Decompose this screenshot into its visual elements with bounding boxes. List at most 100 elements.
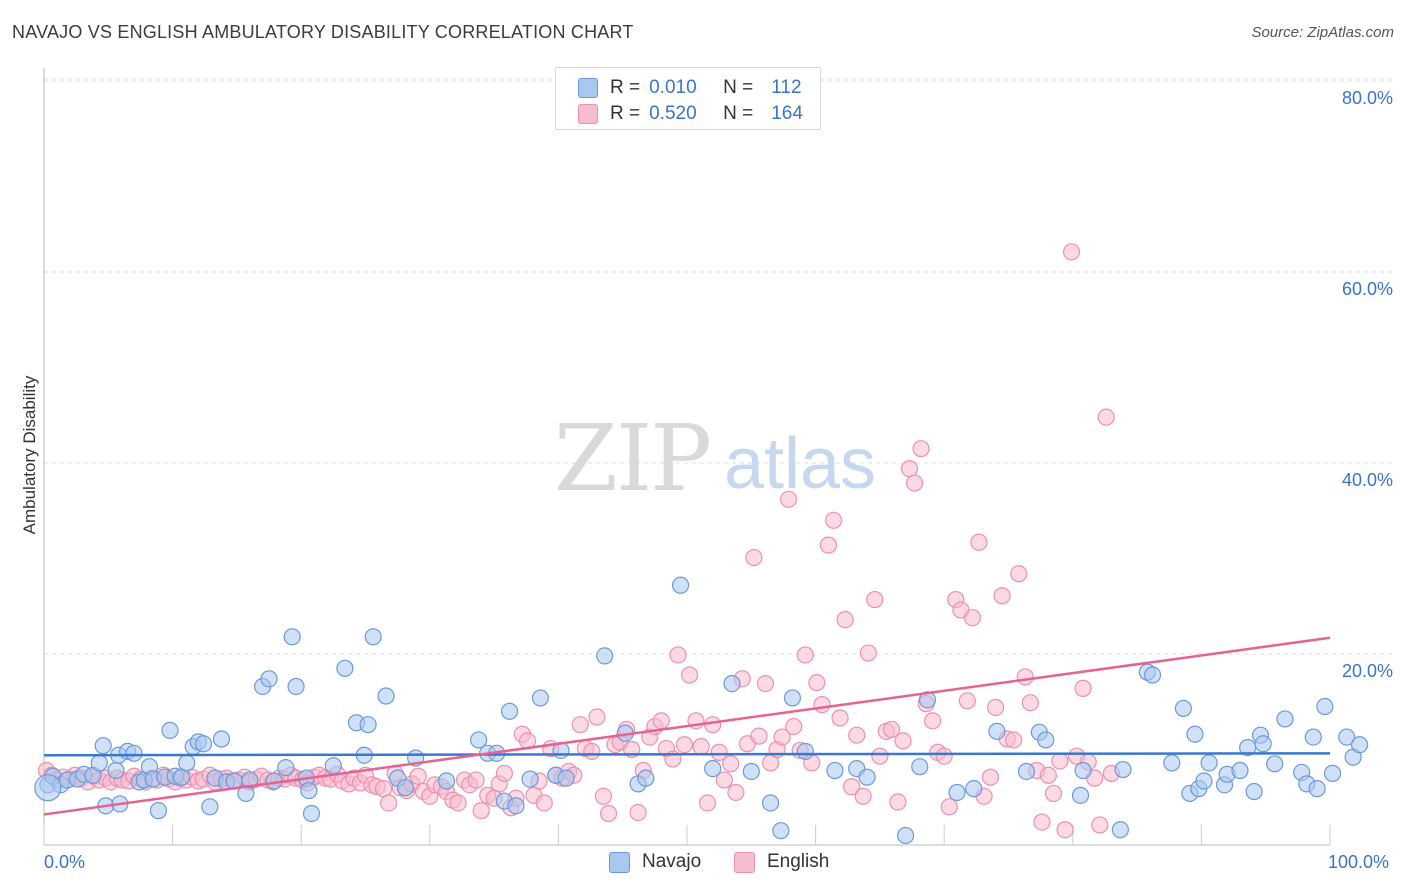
n-label: N = bbox=[723, 77, 754, 98]
navajo-point bbox=[336, 659, 354, 677]
navajo-point bbox=[637, 769, 655, 787]
english-point bbox=[374, 780, 393, 798]
english-point bbox=[831, 709, 849, 727]
navajo-point bbox=[742, 762, 760, 781]
english-point bbox=[380, 794, 398, 812]
y-tick-label: 20.0% bbox=[1342, 661, 1393, 681]
english-point bbox=[819, 536, 838, 554]
navajo-point bbox=[507, 797, 525, 815]
english-point bbox=[756, 675, 775, 693]
navajo-point bbox=[704, 759, 722, 778]
english-point bbox=[704, 716, 722, 734]
english-trend-line bbox=[43, 636, 1331, 816]
navajo-point bbox=[948, 783, 966, 802]
english-point bbox=[825, 511, 843, 529]
x-tick-label-max: 100.0% bbox=[1328, 852, 1390, 872]
english-point bbox=[710, 743, 728, 761]
english-swatch bbox=[734, 851, 755, 873]
source-label: Source: ZipAtlas.com bbox=[1251, 24, 1394, 41]
r-value: 0.520 bbox=[649, 103, 697, 124]
english-point bbox=[495, 764, 513, 782]
english-point bbox=[571, 716, 589, 734]
navajo-point bbox=[1338, 728, 1356, 746]
english-point bbox=[970, 533, 988, 551]
navajo-point bbox=[94, 737, 112, 755]
english-point bbox=[859, 644, 877, 662]
y-tick-label: 40.0% bbox=[1342, 470, 1393, 490]
english-point bbox=[472, 802, 490, 820]
navajo-point bbox=[107, 761, 125, 780]
r-value: 0.010 bbox=[649, 77, 697, 98]
watermark-atlas: atlas bbox=[724, 424, 876, 504]
legend-row-navajo: R = 0.010 N = 112 bbox=[578, 76, 802, 100]
english-point bbox=[889, 793, 907, 811]
english-point bbox=[1062, 243, 1081, 261]
english-point bbox=[785, 717, 803, 736]
legend-item-navajo[interactable]: Navajo bbox=[609, 851, 701, 873]
english-point bbox=[727, 783, 745, 802]
english-point bbox=[1010, 565, 1028, 583]
navajo-point bbox=[1114, 760, 1132, 779]
trend-lines bbox=[43, 636, 1331, 816]
navajo-point bbox=[911, 758, 929, 776]
navajo-swatch bbox=[578, 78, 598, 98]
navajo-point bbox=[796, 742, 814, 761]
navajo-point bbox=[826, 761, 844, 780]
english-point bbox=[1044, 784, 1063, 803]
y-tick-labels: 20.0% 40.0% 60.0% 80.0% bbox=[1342, 88, 1393, 681]
navajo-point bbox=[161, 721, 179, 740]
navajo-point bbox=[1037, 731, 1055, 749]
navajo-point bbox=[772, 822, 790, 840]
english-point bbox=[987, 698, 1005, 717]
navajo-point bbox=[1111, 821, 1129, 839]
chart-title: NAVAJO VS ENGLISH AMBULATORY DISABILITY … bbox=[12, 22, 634, 42]
english-point bbox=[698, 794, 717, 812]
navajo-point bbox=[34, 774, 62, 802]
english-point bbox=[924, 712, 942, 730]
english-point bbox=[894, 732, 912, 750]
navajo-point bbox=[521, 770, 539, 788]
english-point bbox=[1091, 816, 1109, 834]
english-point bbox=[1051, 752, 1069, 770]
legend-item-english[interactable]: English bbox=[734, 851, 829, 873]
english-point bbox=[882, 720, 901, 739]
navajo-point bbox=[173, 768, 191, 786]
english-point bbox=[715, 771, 733, 789]
english-swatch bbox=[578, 104, 598, 124]
english-point bbox=[813, 696, 831, 714]
english-point bbox=[1056, 821, 1074, 839]
english-point bbox=[1097, 408, 1115, 426]
navajo-point bbox=[965, 780, 983, 798]
navajo-point bbox=[1195, 772, 1213, 790]
english-point bbox=[745, 548, 763, 567]
n-label: N = bbox=[723, 103, 754, 124]
english-point bbox=[629, 803, 647, 822]
r-label: R = bbox=[610, 77, 641, 98]
navajo-point bbox=[1143, 666, 1162, 684]
navajo-point bbox=[1316, 697, 1334, 716]
english-point bbox=[981, 768, 1000, 786]
navajo-point bbox=[212, 730, 231, 748]
legend-label-english: English bbox=[767, 851, 830, 872]
english-point bbox=[1016, 668, 1034, 686]
english-point bbox=[669, 646, 687, 664]
english-point bbox=[1039, 766, 1057, 784]
navajo-point bbox=[201, 798, 219, 816]
n-value: 164 bbox=[771, 103, 803, 124]
watermark: ZIP atlas bbox=[554, 405, 876, 512]
navajo-point bbox=[302, 804, 321, 823]
legend-label-navajo: Navajo bbox=[642, 851, 702, 872]
english-point bbox=[652, 712, 670, 730]
english-point bbox=[675, 736, 694, 754]
english-point bbox=[843, 778, 861, 796]
english-point bbox=[900, 460, 919, 478]
navajo-point bbox=[149, 802, 168, 820]
english-point bbox=[773, 728, 791, 746]
english-point bbox=[722, 755, 740, 773]
english-point bbox=[906, 474, 924, 492]
english-point bbox=[848, 726, 866, 744]
navajo-point bbox=[1245, 782, 1263, 801]
n-value: 112 bbox=[771, 77, 802, 98]
english-point bbox=[1005, 731, 1023, 749]
navajo-point bbox=[1254, 735, 1272, 753]
